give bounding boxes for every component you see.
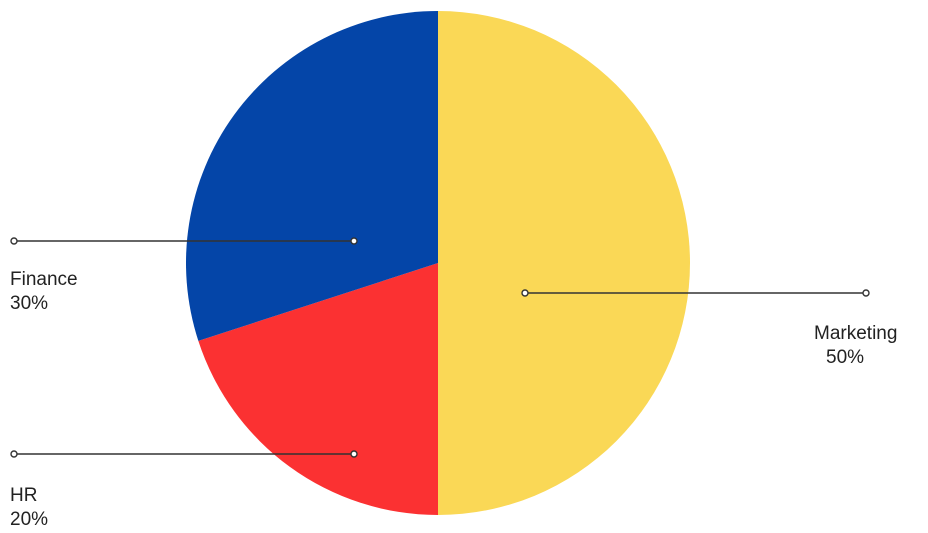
slice-percent-marketing: 50% xyxy=(826,347,865,368)
leader-line-finance xyxy=(10,237,358,245)
pie-slice-hr xyxy=(198,263,438,515)
pie-slice-finance xyxy=(185,11,438,341)
leader-lines xyxy=(10,237,870,458)
slice-percent-hr: 20% xyxy=(10,509,49,530)
pie-slices xyxy=(185,11,690,515)
pie-slice-marketing xyxy=(438,11,690,515)
slice-percent-finance: 30% xyxy=(10,293,49,314)
slice-name-finance: Finance xyxy=(10,269,78,290)
leader-line-marketing xyxy=(521,289,870,297)
slice-name-hr: HR xyxy=(10,485,38,506)
slice-label-finance: Finance 30% xyxy=(10,268,78,316)
leader-line-hr xyxy=(10,450,358,458)
slice-name-marketing: Marketing xyxy=(814,323,898,344)
slice-label-hr: HR 20% xyxy=(10,484,48,532)
slice-label-marketing: Marketing 50% xyxy=(814,322,897,370)
